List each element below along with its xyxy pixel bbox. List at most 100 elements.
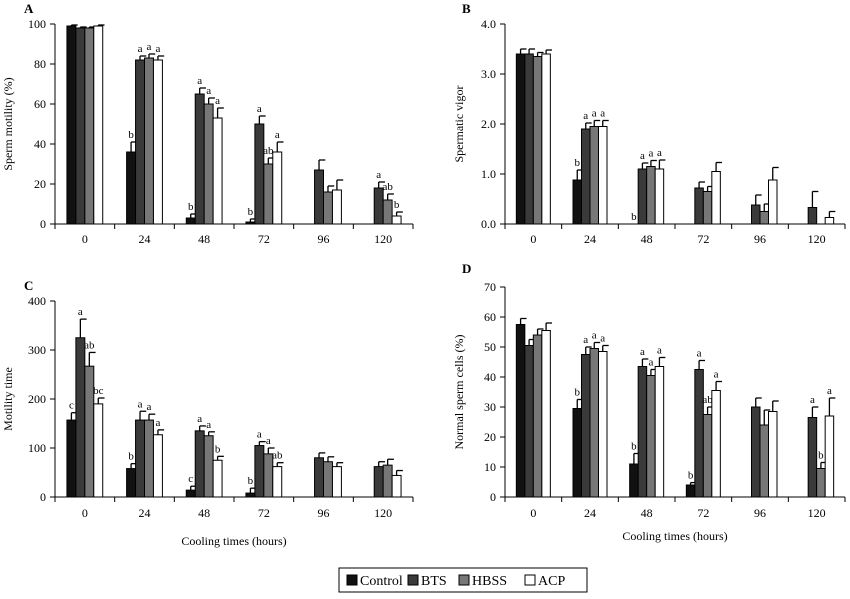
bar <box>589 126 599 225</box>
bar <box>382 464 393 498</box>
significance-label: b <box>128 451 134 463</box>
significance-label: a <box>155 43 160 55</box>
legend-label: Control <box>360 574 403 589</box>
x-tick-label: 0 <box>82 232 88 246</box>
bar <box>135 419 146 498</box>
bar <box>382 199 393 225</box>
bar <box>66 25 77 225</box>
significance-label: b <box>248 206 254 218</box>
significance-label: b <box>248 475 254 487</box>
x-tick-label: 72 <box>258 232 270 246</box>
bar <box>272 466 283 498</box>
bar <box>126 468 137 498</box>
bar <box>694 369 704 498</box>
significance-label: a <box>197 75 202 87</box>
bar <box>541 330 551 498</box>
bar <box>185 217 196 225</box>
x-tick-label: 48 <box>198 506 210 520</box>
y-axis-title: Sperm motility (%) <box>1 77 15 170</box>
legend-swatch <box>458 574 470 586</box>
significance-label: b <box>188 201 194 213</box>
bar <box>768 179 778 225</box>
x-tick-label: 72 <box>697 506 709 520</box>
y-axis-title: Motility time <box>1 367 15 431</box>
y-tick-label: 400 <box>28 294 46 308</box>
significance-label: ab <box>84 339 95 351</box>
x-tick-label: 120 <box>808 232 826 246</box>
bar <box>194 430 205 498</box>
bar <box>572 179 582 225</box>
bar <box>702 414 713 498</box>
significance-label: a <box>206 419 211 431</box>
bar <box>711 390 721 498</box>
bar <box>768 411 778 498</box>
legend-swatch <box>524 574 536 586</box>
bar <box>331 189 342 225</box>
chart-panel-d: D 0 10 20 30 40 50 60 70 Normal sperm cells (%) 0 2… <box>452 261 846 543</box>
bar <box>759 424 769 498</box>
legend-label: BTS <box>421 574 447 589</box>
significance-label: b <box>818 450 824 462</box>
significance-label: a <box>810 394 815 406</box>
significance-label: ab <box>263 145 274 157</box>
y-tick-label: 100 <box>28 441 46 455</box>
y-tick-label: 0 <box>40 217 46 231</box>
y-tick-label: 4.0 <box>481 17 496 31</box>
bar <box>646 166 656 225</box>
x-tick-label: 48 <box>641 232 653 246</box>
bar <box>203 103 214 225</box>
bar <box>126 151 137 225</box>
bar <box>629 463 639 498</box>
bar <box>816 468 826 498</box>
legend-label: HBSS <box>472 574 507 589</box>
bar <box>144 57 154 225</box>
significance-label: b <box>215 443 221 455</box>
y-tick-label: 200 <box>28 392 46 406</box>
bar <box>711 171 721 225</box>
bar <box>694 187 704 225</box>
bar <box>323 191 333 225</box>
significance-label: ab <box>382 181 393 193</box>
x-tick-label: 0 <box>82 506 88 520</box>
bar <box>263 163 274 225</box>
x-axis-title: Cooling times (hours) <box>181 534 286 548</box>
y-tick-label: 80 <box>34 57 46 71</box>
bar <box>254 445 265 498</box>
y-tick-label: 2.0 <box>481 117 496 131</box>
significance-label: a <box>592 108 597 120</box>
bar <box>84 27 95 225</box>
significance-label: a <box>155 417 160 429</box>
bar <box>144 419 154 498</box>
significance-label: a <box>592 330 597 342</box>
bar <box>598 126 608 225</box>
bar <box>314 457 324 498</box>
significance-label: a <box>600 108 605 120</box>
y-tick-label: 300 <box>28 343 46 357</box>
significance-label: a <box>257 429 262 441</box>
y-tick-label: 60 <box>484 310 496 324</box>
legend-swatch <box>407 574 419 586</box>
bar <box>685 484 696 498</box>
significance-label: b <box>631 211 637 223</box>
bar <box>194 93 205 225</box>
bar <box>646 375 656 498</box>
significance-label: a <box>257 103 262 115</box>
significance-label: a <box>657 147 662 159</box>
significance-label: a <box>648 357 653 369</box>
panel-letter: A <box>24 1 34 16</box>
bar <box>93 403 104 498</box>
significance-label: a <box>640 150 645 162</box>
x-tick-label: 96 <box>318 232 330 246</box>
y-axis-title: Normal sperm cells (%) <box>452 335 466 450</box>
bar <box>152 434 163 498</box>
y-tick-label: 3.0 <box>481 67 496 81</box>
significance-label: a <box>827 385 832 397</box>
bar <box>314 169 324 225</box>
significance-label: a <box>657 345 662 357</box>
bar <box>373 187 384 225</box>
y-tick-label: 20 <box>484 430 496 444</box>
y-tick-label: 0.0 <box>481 217 496 231</box>
bar <box>589 348 599 498</box>
bar <box>373 466 384 498</box>
